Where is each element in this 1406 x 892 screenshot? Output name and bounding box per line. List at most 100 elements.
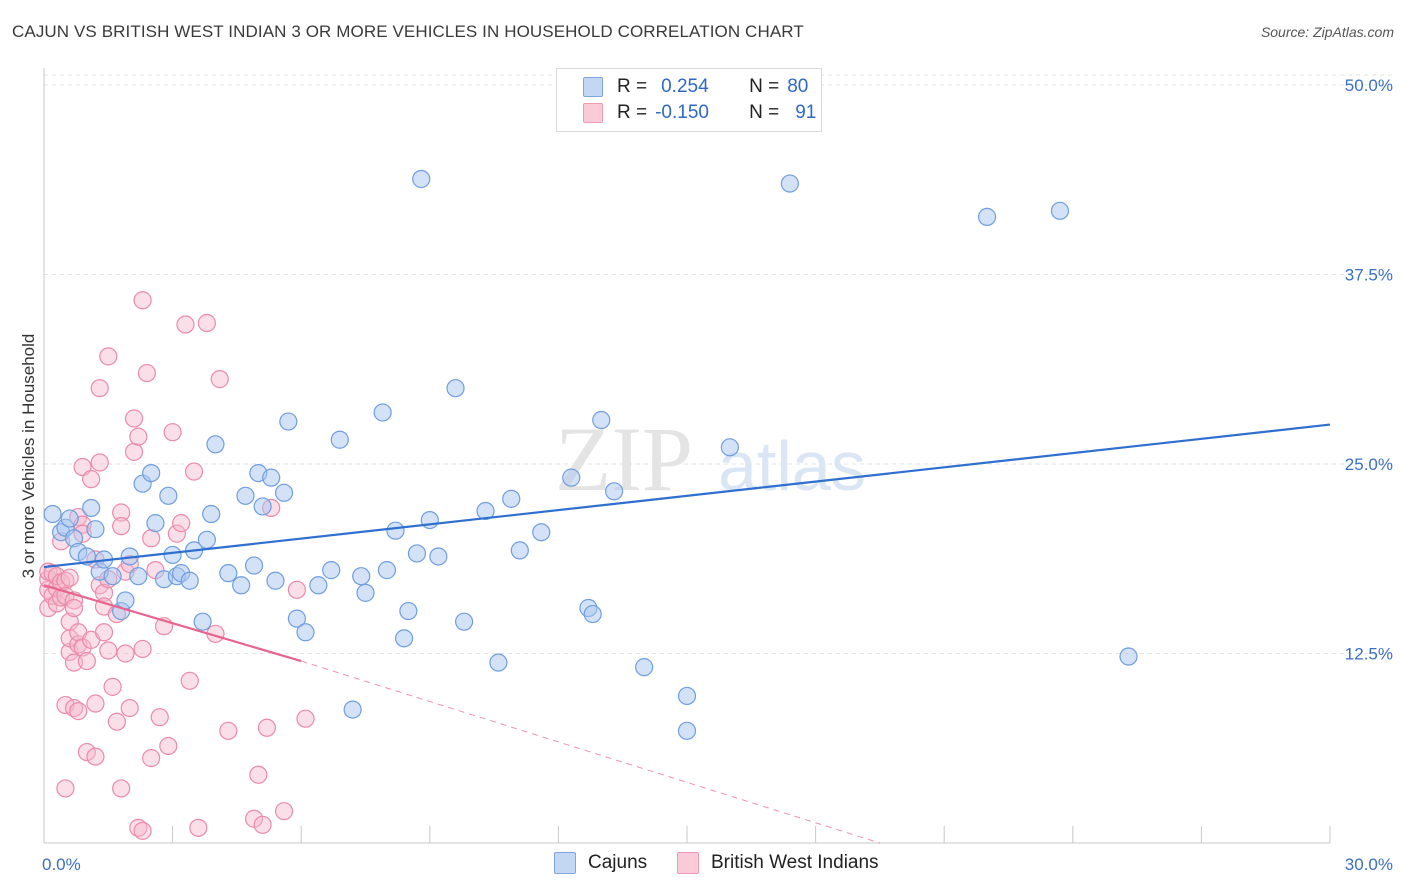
cajun-point: [454, 612, 474, 631]
bwi-point: [112, 779, 131, 798]
bwi-point: [253, 815, 272, 834]
cajun-point: [562, 468, 581, 487]
bwi-point: [124, 409, 144, 428]
bwi-point: [99, 347, 118, 366]
bwi-point: [64, 598, 84, 618]
cajun-point: [399, 601, 418, 621]
cajun-point: [309, 576, 328, 595]
correlation-legend: R = 0.254 N = 80 R = -0.150 N = 91: [556, 68, 822, 132]
bwi-point: [124, 442, 144, 461]
cajun-point: [356, 583, 375, 602]
bwi-point: [219, 721, 238, 740]
cajun-point: [373, 403, 392, 422]
cajun-point: [82, 498, 101, 518]
bwi-point: [112, 517, 131, 536]
cajun-point: [236, 486, 255, 505]
source-note: Source: ZipAtlas.com: [1260, 24, 1394, 40]
tick-labels: 12.5% 25.0% 37.5% 50.0% 0.0% 30.0%: [42, 76, 1393, 874]
y-tick-label: 25.0%: [1345, 455, 1393, 474]
legend-row-cajuns: R = 0.254 N = 80: [583, 74, 808, 100]
cajun-point: [142, 463, 161, 483]
bwi-point: [60, 568, 79, 587]
bwi-point: [86, 747, 105, 766]
watermark-zip: ZIP: [555, 408, 693, 510]
legend-n-label: N =: [749, 102, 780, 123]
bwi-point: [257, 718, 277, 737]
axes: [43, 68, 1331, 844]
cajun-point: [219, 564, 238, 583]
cajun-point: [635, 658, 654, 677]
bwi-point: [189, 818, 208, 837]
cajun-point: [202, 504, 221, 524]
bwi-point: [296, 709, 315, 728]
cajun-point: [489, 653, 508, 672]
bwi-point: [77, 742, 96, 762]
bwi-point: [133, 291, 152, 310]
bwi-point: [159, 736, 178, 756]
cajun-point: [244, 556, 264, 575]
bwi-point: [163, 423, 182, 442]
cajun-point: [532, 523, 551, 542]
cajun-point: [159, 486, 178, 505]
bwi-point: [150, 708, 169, 727]
y-tick-label: 50.0%: [1345, 76, 1393, 95]
cajun-point: [1119, 647, 1138, 666]
bwi-point: [137, 363, 156, 383]
cajun-point: [605, 482, 624, 501]
bwi-point: [180, 671, 199, 690]
cajun-point: [146, 514, 165, 533]
cajun-point: [386, 521, 405, 540]
bwi-point: [90, 379, 109, 398]
cajun-points: [43, 169, 1138, 740]
bwi-point: [39, 598, 58, 618]
bwi-point: [176, 315, 195, 334]
cajun-point: [262, 468, 281, 487]
legend-n-value: 80: [787, 76, 809, 97]
bwi-point: [90, 453, 109, 472]
cajun-point: [232, 576, 251, 595]
bwi-point: [210, 370, 229, 389]
legend-swatch-blue: [583, 77, 603, 97]
cajuns-label: Cajuns: [588, 852, 648, 873]
cajun-point: [377, 561, 397, 580]
legend-r-value: -0.150: [655, 102, 709, 123]
cajun-point: [407, 544, 427, 563]
cajun-point: [287, 609, 307, 628]
cajun-point: [330, 430, 349, 449]
bwi-point: [77, 651, 96, 671]
cajun-point: [1050, 201, 1070, 220]
y-tick-label: 12.5%: [1345, 645, 1393, 664]
x-tick-label: 0.0%: [42, 855, 81, 874]
bwi-point: [184, 462, 204, 481]
x-tick-label: 30.0%: [1345, 855, 1393, 874]
y-axis-label: 3 or more Vehicles in Household: [19, 334, 38, 579]
cajun-point: [592, 410, 611, 430]
bwi-point: [107, 712, 126, 731]
bwi-point: [142, 529, 161, 548]
legend-item-cajuns: Cajuns: [554, 852, 647, 874]
cajun-point: [343, 700, 362, 719]
bwi-point: [287, 580, 307, 599]
bwi-point: [69, 702, 88, 721]
legend-r-label: R =: [617, 76, 648, 97]
bwi-label: British West Indians: [711, 852, 879, 873]
bwi-point: [120, 698, 139, 718]
cajuns-swatch: [554, 852, 576, 874]
zipatlas-watermark: ZIP atlas: [555, 408, 866, 510]
cajun-point: [720, 438, 739, 457]
bwi-point: [99, 641, 118, 660]
trend-lines: [43, 423, 1331, 844]
legend-row-bwi: R = -0.150 N = 91: [583, 100, 816, 126]
cajun-point: [476, 501, 495, 521]
cajun-trend-line: [43, 423, 1331, 569]
bwi-trend-line: [43, 584, 302, 663]
bwi-point: [172, 514, 191, 533]
bwi-point: [103, 677, 122, 696]
legend-r-value: 0.254: [661, 76, 709, 97]
bwi-point: [116, 644, 135, 663]
bwi-point: [94, 623, 114, 642]
cajun-point: [429, 547, 448, 566]
cajun-point: [322, 561, 341, 580]
cajun-point: [274, 483, 294, 502]
